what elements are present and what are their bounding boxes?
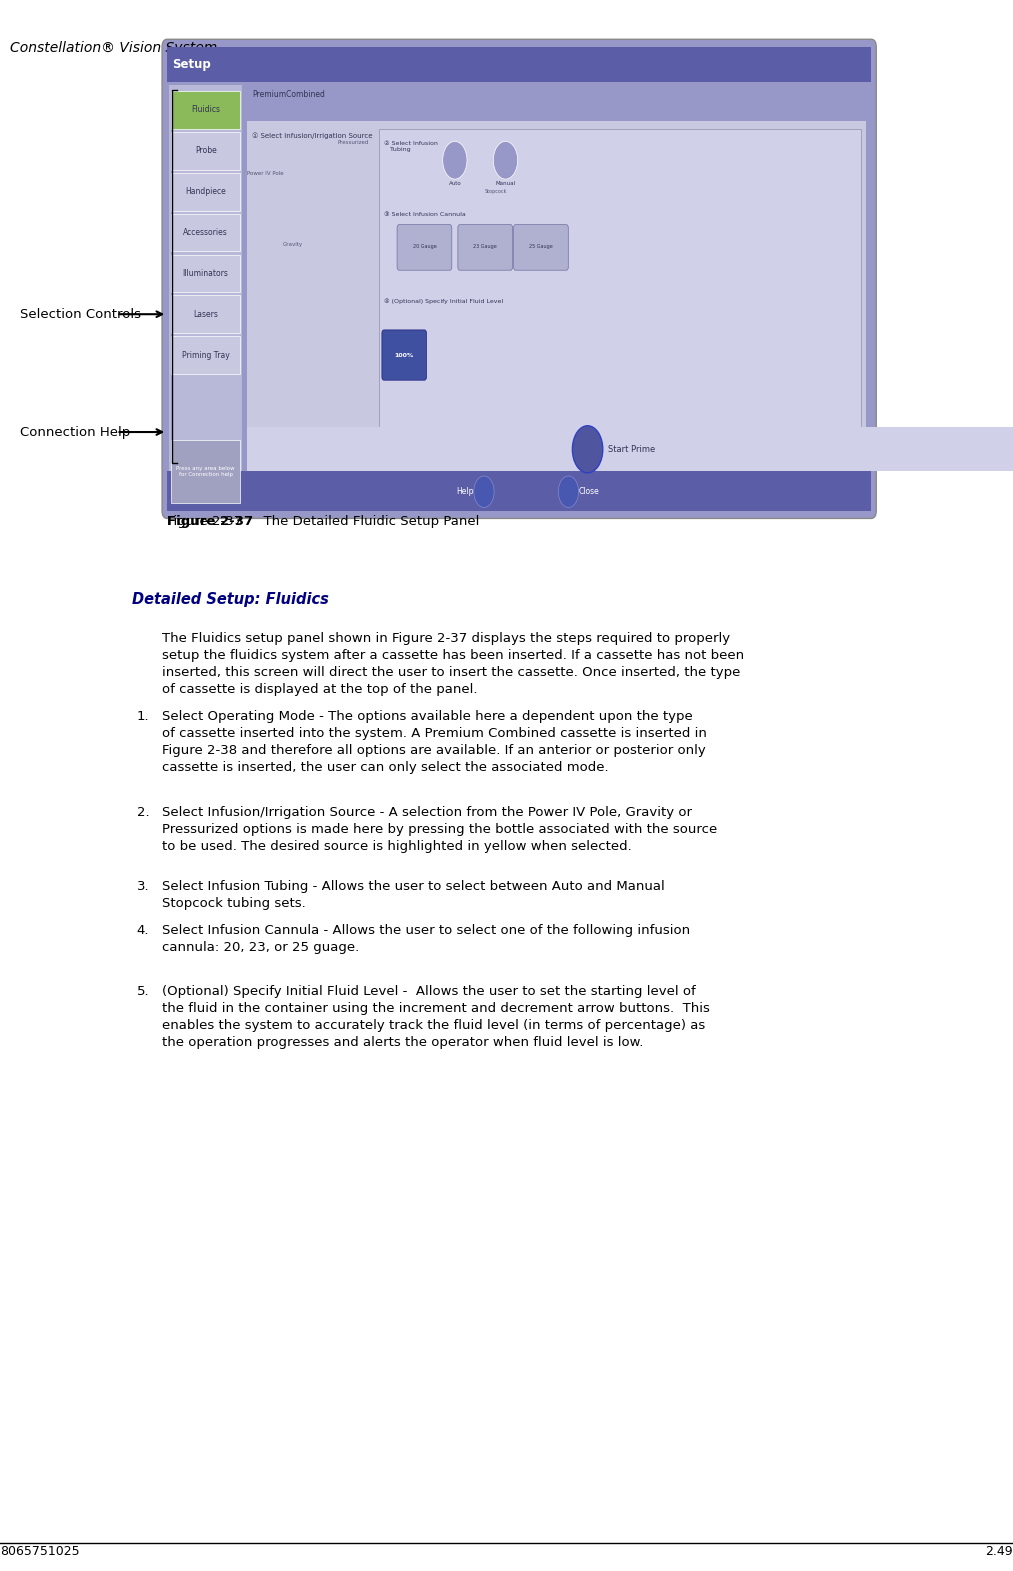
Text: Press any area below
for Connection help: Press any area below for Connection help	[176, 467, 235, 476]
Bar	[171, 336, 240, 374]
Text: Figure 2-37     The Detailed Fluidic Setup Panel: Figure 2-37 The Detailed Fluidic Setup P…	[167, 515, 479, 528]
Text: 5.: 5.	[137, 985, 149, 998]
Text: Handpiece: Handpiece	[185, 187, 226, 196]
Text: Probe: Probe	[194, 146, 217, 156]
Bar	[171, 173, 240, 211]
Text: 2.49: 2.49	[986, 1546, 1013, 1558]
Bar	[167, 471, 871, 511]
Text: Power IV Pole: Power IV Pole	[247, 171, 284, 176]
Circle shape	[474, 476, 494, 507]
Text: Stopcock: Stopcock	[484, 189, 506, 193]
Text: Constellation® Vision System: Constellation® Vision System	[10, 41, 218, 55]
FancyBboxPatch shape	[397, 225, 452, 270]
Text: Detailed Setup: Fluidics: Detailed Setup: Fluidics	[132, 592, 328, 608]
Text: 4.: 4.	[137, 924, 149, 936]
Text: 100%: 100%	[394, 352, 414, 358]
Text: Help: Help	[456, 487, 473, 496]
Bar	[171, 132, 240, 170]
Text: Select Operating Mode - The options available here a dependent upon the type
of : Select Operating Mode - The options avai…	[162, 710, 707, 775]
Bar	[247, 121, 866, 471]
Text: Gravity: Gravity	[283, 242, 303, 247]
Text: ① Select Infusion/Irrigation Source: ① Select Infusion/Irrigation Source	[252, 132, 373, 138]
Text: Connection Help: Connection Help	[20, 426, 131, 438]
Bar	[171, 91, 240, 129]
Text: Fluidics: Fluidics	[191, 105, 220, 115]
Bar	[171, 440, 240, 503]
Text: Select Infusion Tubing - Allows the user to select between Auto and Manual
Stopc: Select Infusion Tubing - Allows the user…	[162, 880, 665, 910]
Bar	[171, 295, 240, 333]
Circle shape	[572, 426, 603, 473]
Text: The Fluidics setup panel shown in Figure 2-37 displays the steps required to pro: The Fluidics setup panel shown in Figure…	[162, 632, 745, 696]
Circle shape	[443, 141, 467, 179]
Text: ④ (Optional) Specify Initial Fluid Level: ④ (Optional) Specify Initial Fluid Level	[384, 298, 503, 305]
Bar	[171, 214, 240, 251]
Text: Lasers: Lasers	[193, 309, 218, 319]
Text: ③ Select Infusion Cannula: ③ Select Infusion Cannula	[384, 212, 466, 217]
Bar	[379, 129, 861, 471]
Text: (Optional) Specify Initial Fluid Level -  Allows the user to set the starting le: (Optional) Specify Initial Fluid Level -…	[162, 985, 710, 1049]
Text: 25 Gauge: 25 Gauge	[529, 244, 553, 250]
Bar	[169, 85, 242, 506]
Text: 1.: 1.	[137, 710, 149, 723]
FancyBboxPatch shape	[162, 39, 876, 518]
Text: 20 Gauge: 20 Gauge	[412, 244, 437, 250]
Text: Auto: Auto	[449, 181, 461, 185]
Text: Start Prime: Start Prime	[608, 445, 655, 454]
Text: Close: Close	[579, 487, 600, 496]
Text: Illuminators: Illuminators	[182, 269, 229, 278]
Circle shape	[493, 141, 518, 179]
Bar	[247, 427, 1013, 471]
Text: 23 Gauge: 23 Gauge	[473, 244, 497, 250]
Circle shape	[558, 476, 578, 507]
Text: Select Infusion Cannula - Allows the user to select one of the following infusio: Select Infusion Cannula - Allows the use…	[162, 924, 690, 954]
Bar	[171, 255, 240, 292]
FancyBboxPatch shape	[514, 225, 568, 270]
Text: PremiumCombined: PremiumCombined	[252, 90, 325, 99]
Text: Pressurized: Pressurized	[338, 140, 369, 145]
Text: Manual: Manual	[495, 181, 516, 185]
Text: 8065751025: 8065751025	[0, 1546, 80, 1558]
Text: Selection Controls: Selection Controls	[20, 308, 141, 320]
Text: Accessories: Accessories	[183, 228, 228, 237]
Text: ② Select Infusion
   Tubing: ② Select Infusion Tubing	[384, 141, 438, 152]
FancyBboxPatch shape	[458, 225, 513, 270]
Text: Setup: Setup	[172, 58, 211, 71]
FancyBboxPatch shape	[382, 330, 426, 380]
Text: Select Infusion/Irrigation Source - A selection from the Power IV Pole, Gravity : Select Infusion/Irrigation Source - A se…	[162, 806, 717, 853]
Text: Figure 2-37: Figure 2-37	[167, 515, 253, 528]
Text: Priming Tray: Priming Tray	[181, 350, 230, 360]
Text: 3.: 3.	[137, 880, 149, 892]
Bar	[167, 47, 871, 82]
Text: 2.: 2.	[137, 806, 149, 818]
